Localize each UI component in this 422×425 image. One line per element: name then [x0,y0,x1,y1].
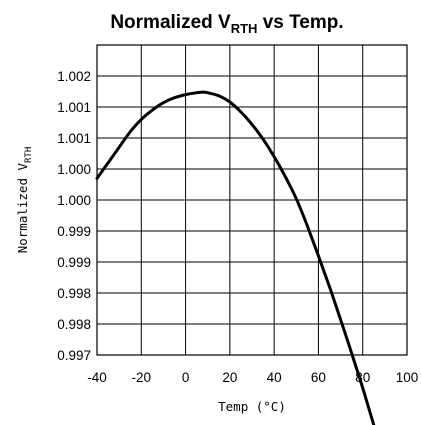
y-tick-label: 1.001 [57,100,91,115]
y-axis-label: Normalized VRTH [15,147,34,254]
y-tick-label: 1.000 [57,162,91,177]
x-axis-label: Temp (°C) [218,399,286,414]
y-tick-label: 1.001 [57,131,91,146]
x-tick-label: 100 [396,370,419,385]
y-tick-label: 0.997 [57,348,91,363]
x-tick-label: 40 [267,370,282,385]
x-tick-label: -40 [87,370,107,385]
x-tick-label: 20 [222,370,237,385]
y-tick-label: 1.002 [57,69,91,84]
x-tick-label: 60 [311,370,326,385]
y-tick-labels: 0.997 0.998 0.998 0.999 0.999 1.000 1.000 1.001… [57,69,91,363]
x-tick-label: 0 [182,370,190,385]
plot-frame [96,44,408,356]
x-tick-label: -20 [132,370,152,385]
y-tick-label: 0.998 [57,286,91,301]
y-tick-label: 0.998 [57,317,91,332]
chart-title: Normalized VRTH vs Temp. [110,12,343,36]
series-line [95,90,376,425]
y-tick-label: 0.999 [57,224,91,239]
y-tick-label: 0.999 [57,255,91,270]
grid [96,45,408,356]
y-tick-label: 1.000 [57,193,91,208]
x-tick-labels: -40 -20 0 20 40 60 80 100 [87,370,418,385]
